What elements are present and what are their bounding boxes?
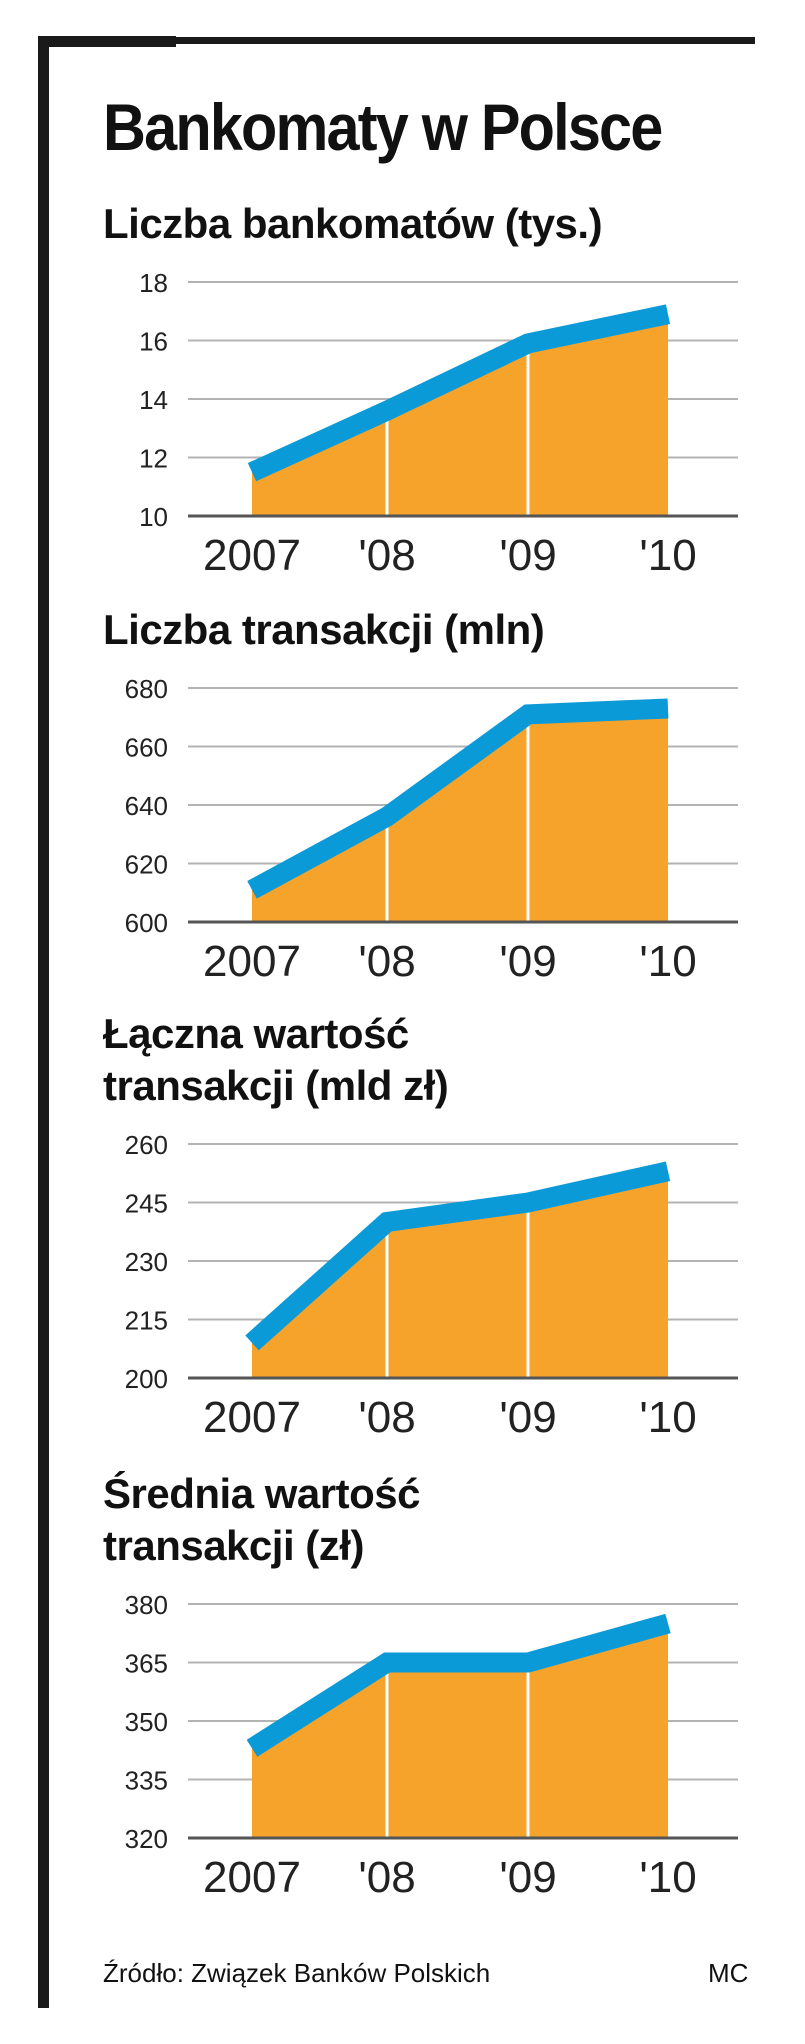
- frame-corner-bar: [38, 36, 176, 47]
- series-line: [246, 1613, 671, 1757]
- y-tick-label: 335: [125, 1766, 168, 1796]
- area-fill: [252, 1171, 668, 1378]
- x-category-label: 2007: [203, 531, 301, 580]
- frame-vertical-bar: [38, 36, 49, 2008]
- area-fill: [252, 1623, 668, 1838]
- y-tick-label: 600: [125, 908, 168, 938]
- x-category-label: '08: [358, 1393, 415, 1442]
- chart-title-average-value: Średnia wartość transakcji (zł): [103, 1470, 420, 1569]
- x-category-label: '09: [499, 937, 556, 986]
- area-fill: [252, 314, 668, 516]
- x-category-label: '10: [639, 1393, 696, 1442]
- y-tick-label: 215: [125, 1306, 168, 1336]
- y-tick-label: 640: [125, 791, 168, 821]
- author-credit: MC: [708, 1958, 749, 1988]
- frame-top-rule: [176, 37, 755, 44]
- y-tick-label: 350: [125, 1707, 168, 1737]
- chart-atm-count: 10 12 14 16 18 2007 '08 '09 '10: [139, 270, 738, 580]
- x-category-label: '08: [358, 937, 415, 986]
- y-tick-label: 365: [125, 1649, 168, 1679]
- chart-title-transaction-count: Liczba transakcji (mln): [103, 606, 545, 653]
- y-tick-label: 10: [139, 502, 168, 532]
- series-line: [245, 1161, 671, 1351]
- y-tick-label: 200: [125, 1364, 168, 1394]
- x-category-label: '09: [499, 1853, 556, 1902]
- y-tick-label: 245: [125, 1189, 168, 1219]
- x-category-label: '08: [358, 1853, 415, 1902]
- y-tick-label: 660: [125, 733, 168, 763]
- chart-title-total-value: Łączna wartość transakcji (mld zł): [103, 1010, 449, 1109]
- x-category-label: '09: [499, 531, 556, 580]
- x-category-label: 2007: [203, 1853, 301, 1902]
- chart-title-atm-count: Liczba bankomatów (tys.): [103, 200, 603, 247]
- x-category-label: '10: [639, 1853, 696, 1902]
- area-fill: [252, 708, 668, 922]
- x-category-label: '10: [639, 531, 696, 580]
- chart-transaction-count: 600 620 640 660 680 2007 '08 '09 '10: [125, 676, 738, 986]
- y-tick-label: 620: [125, 850, 168, 880]
- chart-total-value: 200 215 230 245 260 2007 '08 '09 '10: [125, 1132, 738, 1442]
- y-tick-label: 320: [125, 1824, 168, 1854]
- series-line: [247, 304, 671, 482]
- chart-average-value: 320 335 350 365 380 2007 '08 '09 '10: [125, 1592, 738, 1902]
- source-note: Źródło: Związek Banków Polskich: [103, 1958, 491, 1988]
- y-tick-label: 680: [125, 676, 168, 704]
- y-tick-label: 260: [125, 1132, 168, 1160]
- series-line: [247, 698, 669, 899]
- y-tick-label: 380: [125, 1592, 168, 1620]
- main-title: Bankomaty w Polsce: [103, 90, 663, 164]
- y-tick-label: 230: [125, 1247, 168, 1277]
- x-category-label: '10: [639, 937, 696, 986]
- x-category-label: 2007: [203, 1393, 301, 1442]
- y-tick-label: 16: [139, 327, 168, 357]
- x-category-label: 2007: [203, 937, 301, 986]
- y-tick-label: 14: [139, 385, 168, 415]
- x-category-label: '09: [499, 1393, 556, 1442]
- y-tick-label: 18: [139, 270, 168, 298]
- y-tick-label: 12: [139, 444, 168, 474]
- x-category-label: '08: [358, 531, 415, 580]
